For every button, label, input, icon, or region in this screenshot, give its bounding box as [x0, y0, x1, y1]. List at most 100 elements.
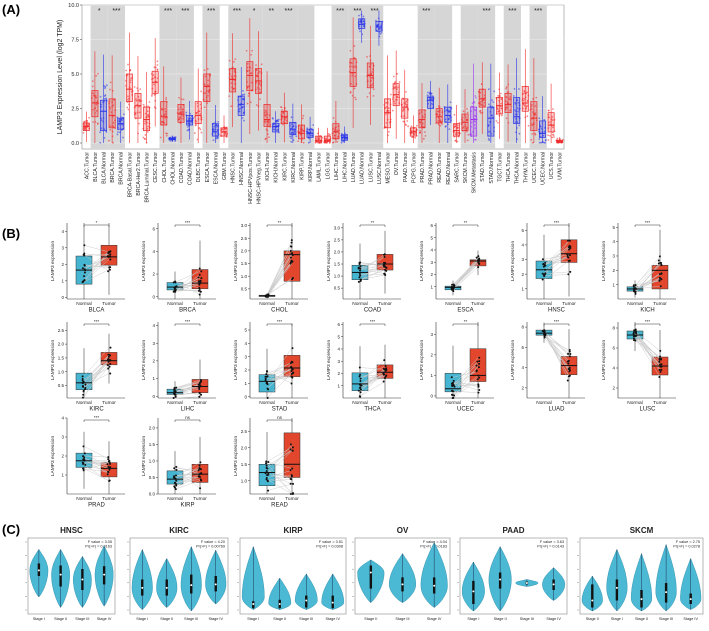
- jitter-point: [193, 132, 196, 134]
- data-point: [475, 369, 478, 372]
- jitter-point: [518, 132, 521, 135]
- jitter-point: [387, 107, 390, 110]
- jitter-point: [95, 74, 98, 77]
- paired-plot-chol: 0.5 1.0 1.5 2.0 2.5 3.0 LAMP3 expression ** Norm…: [233, 220, 308, 314]
- jitter-point: [336, 140, 339, 143]
- jitter-point: [430, 97, 433, 100]
- jitter-point: [217, 120, 220, 123]
- jitter-point: [109, 107, 112, 110]
- x-tick-label: Stage IV: [325, 617, 340, 621]
- x-tick-label: BRCA-Basal.Tumor: [127, 152, 133, 198]
- group-band: [503, 5, 521, 149]
- data-point: [476, 378, 479, 381]
- jitter-point: [551, 133, 554, 136]
- data-point: [544, 264, 547, 267]
- x-tick-label: Tumor: [653, 301, 667, 307]
- jitter-point: [353, 66, 355, 69]
- data-point: [175, 465, 178, 468]
- y-tick-label: 2.0: [241, 248, 248, 253]
- jitter-point: [316, 137, 318, 140]
- jitter-point: [100, 127, 103, 130]
- x-tick-label: ESCA.Tumor: [205, 152, 211, 183]
- significance-label: ***: [112, 8, 120, 15]
- y-tick-label: 2.5: [241, 236, 248, 241]
- data-point: [106, 255, 109, 258]
- jitter-point: [142, 103, 145, 106]
- x-tick-label: PRAD.Tumor: [420, 152, 426, 183]
- significance-bracket: [174, 419, 201, 422]
- data-point: [450, 376, 453, 379]
- data-point: [266, 375, 269, 378]
- jitter-point: [190, 117, 192, 120]
- data-point: [358, 366, 361, 369]
- data-point: [265, 370, 268, 373]
- x-tick-label: Stage II: [54, 617, 67, 621]
- x-tick-label: UCEC.Tumor: [532, 152, 538, 183]
- data-point: [199, 290, 202, 293]
- y-tick-label: 2.0: [58, 342, 65, 347]
- jitter-point: [446, 109, 448, 112]
- data-point: [657, 259, 660, 262]
- jitter-point: [358, 14, 360, 17]
- jitter-point: [198, 110, 201, 113]
- significance-label: ***: [645, 319, 651, 324]
- significance-label: ***: [277, 319, 283, 324]
- data-point: [292, 492, 295, 495]
- y-tick-label: 3: [152, 341, 155, 346]
- y-tick-label: 3: [430, 332, 433, 337]
- violin-median: [640, 598, 643, 601]
- data-point: [198, 267, 201, 270]
- jitter-point: [156, 68, 159, 71]
- jitter-point: [112, 104, 115, 107]
- jitter-point: [353, 87, 356, 90]
- jitter-point: [138, 111, 141, 114]
- jitter-point: [144, 112, 147, 115]
- jitter-point: [146, 130, 149, 133]
- y-tick-label: 2: [521, 272, 524, 277]
- data-point: [82, 455, 85, 458]
- jitter-point: [126, 106, 129, 109]
- jitter-point: [266, 133, 269, 136]
- x-tick-label: MESO.Tumor: [386, 152, 392, 184]
- jitter-point: [187, 125, 189, 128]
- significance-label: ***: [94, 415, 100, 420]
- significance-label: *: [253, 8, 256, 15]
- data-point: [173, 287, 176, 290]
- significance-bracket: [634, 224, 661, 227]
- data-point: [108, 467, 111, 470]
- box: [530, 101, 538, 131]
- data-point: [357, 280, 360, 283]
- jitter-point: [445, 125, 447, 128]
- jitter-point: [147, 113, 149, 116]
- x-tick-label: Tumor: [562, 400, 576, 406]
- box: [194, 101, 202, 125]
- significance-bracket: [543, 224, 570, 227]
- pair-line: [634, 340, 661, 365]
- jitter-point: [333, 134, 336, 137]
- x-tick-label: Stage IV: [546, 617, 561, 621]
- y-tick-label: 1: [430, 284, 433, 289]
- jitter-point: [370, 72, 373, 75]
- jitter-point: [473, 124, 476, 126]
- y-axis-title: LAMP3 expression: [50, 241, 56, 282]
- jitter-point: [91, 85, 94, 88]
- jitter-point: [492, 101, 495, 104]
- jitter-point: [259, 91, 262, 94]
- x-tick-label: Tumor: [471, 400, 485, 406]
- jitter-point: [123, 113, 125, 116]
- jitter-point: [241, 98, 244, 101]
- y-tick-label: 2.5: [334, 237, 341, 242]
- jitter-point: [509, 109, 512, 112]
- violin-median: [525, 582, 528, 584]
- y-tick-label: 1.5: [58, 356, 65, 361]
- significance-bracket: [452, 224, 479, 227]
- x-tick-label: READ.Tumor: [437, 152, 443, 183]
- jitter-point: [422, 137, 425, 140]
- jitter-point: [246, 102, 249, 105]
- significance-label: ***: [94, 319, 100, 324]
- jitter-point: [504, 95, 507, 98]
- jitter-point: [505, 117, 508, 120]
- y-tick-label: 4: [61, 416, 64, 421]
- violin-median: [214, 583, 217, 586]
